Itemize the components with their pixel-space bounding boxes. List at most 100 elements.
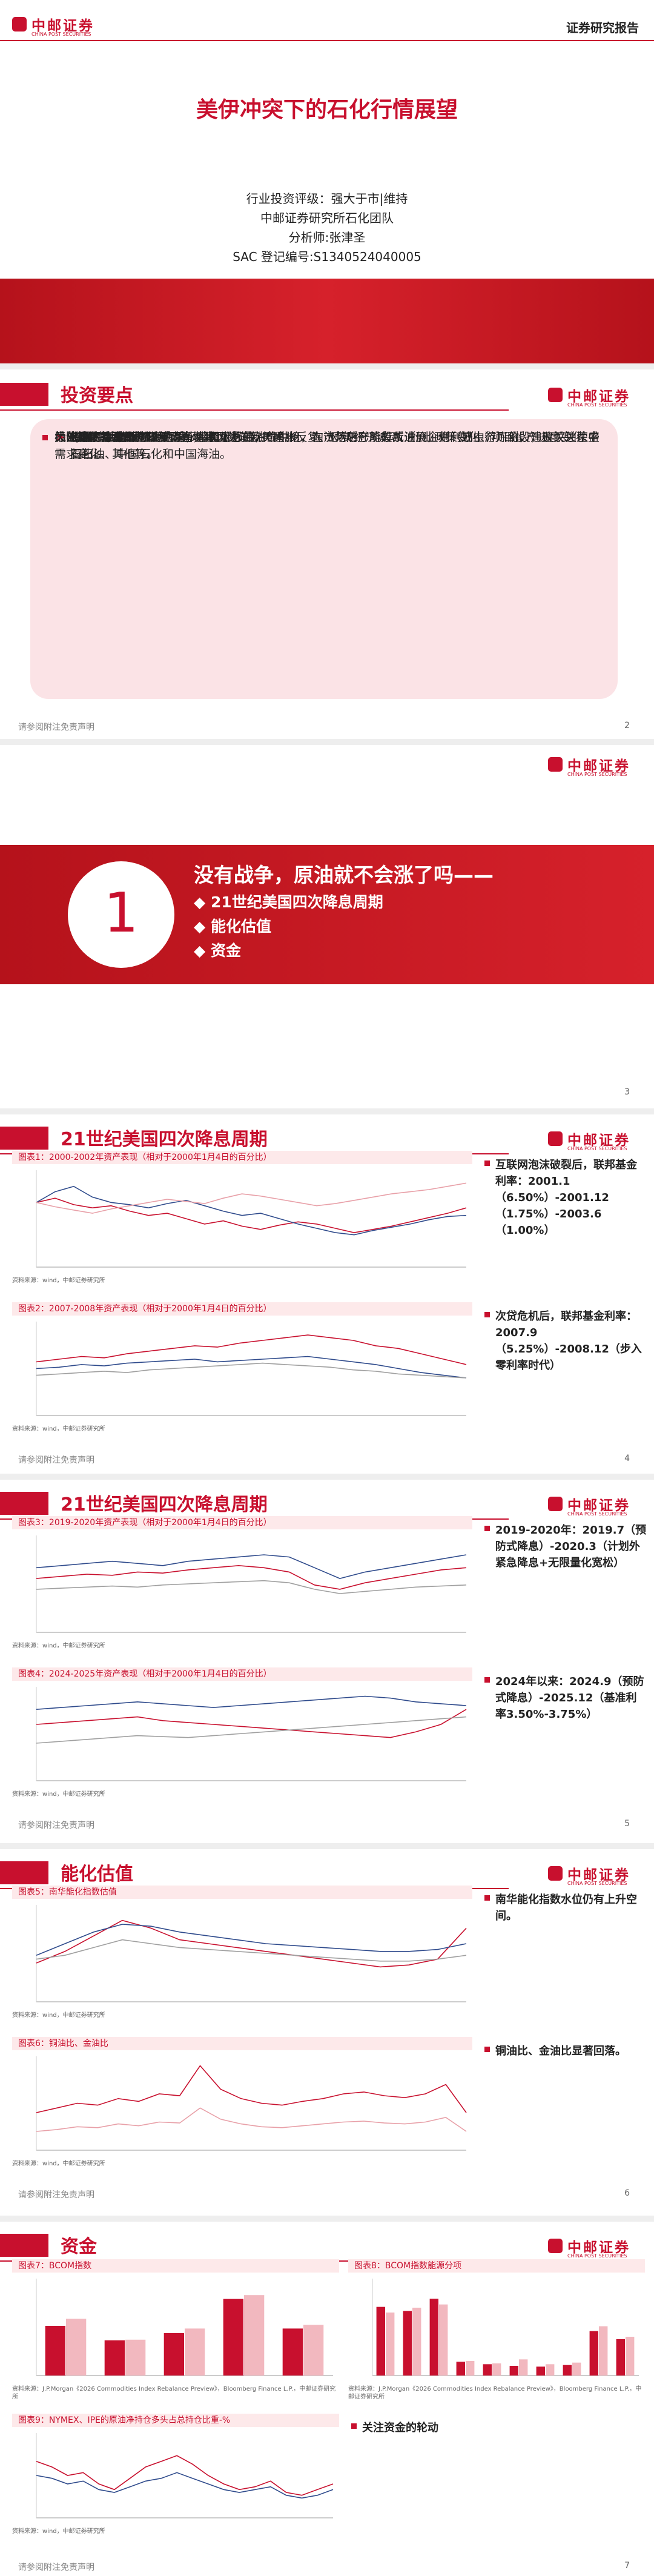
- series-line: [36, 1362, 467, 1379]
- bar: [185, 2328, 205, 2376]
- arrow: ➢: [56, 431, 65, 444]
- series-line: [36, 1185, 467, 1236]
- note-text: 互联网泡沫破裂后，联邦基金利率：2001.1（6.50%）-2001.12（1.…: [495, 1159, 637, 1237]
- title-block: [0, 1492, 48, 1515]
- bar: [125, 2339, 146, 2376]
- cover-band: [0, 279, 654, 363]
- sub-point-text: Q2供需平衡表出现显著改善。: [70, 431, 225, 444]
- page-separator: [0, 1108, 654, 1114]
- chart: [36, 2279, 333, 2376]
- footer-note: 请参阅附注免责声明: [18, 723, 94, 732]
- series-line: [36, 2065, 467, 2113]
- chart-source: 资料来源：wind，中邮证券研究所: [12, 2528, 105, 2535]
- section-bullet-text: 能化估值: [210, 918, 271, 935]
- bar: [412, 2308, 421, 2376]
- cover-line: SAC 登记编号:S1340524040005: [233, 250, 421, 264]
- key-point-text: 关注原油基本面：: [54, 431, 147, 444]
- bar: [546, 2364, 555, 2376]
- bar: [66, 2319, 87, 2376]
- cover-line: 分析师:张津圣: [288, 230, 366, 245]
- series-line: [36, 1919, 467, 1968]
- brand-en: CHINA POST SECURITIES: [567, 1881, 627, 1886]
- section-bullet-text: 21世纪美国四次降息周期: [210, 893, 383, 911]
- slide-title: 资金: [61, 2236, 97, 2257]
- note-bullet: [484, 1677, 490, 1683]
- chart-source: 资料来源：wind，中邮证券研究所: [12, 1791, 105, 1798]
- chart-source: 资料来源：J.P.Morgan《2026 Commodities Index R…: [12, 2386, 336, 2400]
- section-circle: [68, 861, 174, 968]
- sub-point-text: 炼化：油价调整企稳后，若需求好转，优供给、淘汰落后产能有所进展，则利好中游炼化，…: [70, 431, 600, 461]
- bar: [563, 2365, 572, 2376]
- page-separator: [0, 739, 654, 745]
- page-separator: [0, 1474, 654, 1480]
- brand-name: 中邮证券: [567, 389, 630, 405]
- series-line: [36, 1564, 467, 1590]
- brand-name: 中邮证券: [31, 18, 94, 34]
- title-block: [0, 383, 48, 406]
- chart: [36, 2056, 467, 2151]
- chart-title: 图表6：铜油比、金油比: [12, 2037, 472, 2050]
- page-number: 6: [624, 2188, 630, 2198]
- chart: [36, 1905, 467, 2002]
- bar: [429, 2299, 438, 2376]
- chart-title: 图表1：2000-2002年资产表现（相对于2000年1月4日的百分比）: [12, 1151, 472, 1164]
- bar: [403, 2311, 412, 2376]
- bar: [536, 2366, 545, 2376]
- chart-title: 图表2：2007-2008年资产表现（相对于2000年1月4日的百分比）: [12, 1302, 472, 1316]
- key-points-box: 关注周期轮动。 关注原油基本面： ➢ Q2供需平衡表出现显著改善。 大滞胀下的资产表现。…: [30, 419, 618, 699]
- cover-line: 行业投资评级：强大于市|维持: [246, 191, 408, 206]
- header-rule: [0, 40, 654, 41]
- series-line: [36, 2107, 467, 2132]
- chart-source: 资料来源：wind，中邮证券研究所: [12, 1426, 105, 1432]
- brand-name: 中邮证券: [567, 758, 630, 774]
- chart: [36, 1535, 467, 1633]
- logo-mark: [548, 1866, 563, 1881]
- bar: [386, 2313, 395, 2376]
- footer-note: 请参阅附注免责声明: [18, 1821, 94, 1830]
- bar: [282, 2328, 303, 2376]
- key-point-text: 风险提示：油价剧烈波动、地缘风险、欧美通胀反复、欧美经济波动、行业政策变化、项目…: [54, 431, 596, 461]
- page-separator: [0, 1843, 654, 1849]
- bar: [376, 2306, 385, 2376]
- note-text: 南华能化指数水位仍有上升空间。: [495, 1893, 637, 1922]
- series-line: [36, 1695, 467, 1710]
- bar: [303, 2325, 324, 2376]
- note-bullet: [484, 1526, 490, 1531]
- chart: [36, 2433, 334, 2518]
- bar: [466, 2361, 475, 2376]
- chart: [372, 2279, 639, 2376]
- logo-mark: [548, 1497, 563, 1511]
- note-text: 铜油比、金油比显著回落。: [495, 2045, 626, 2058]
- brand-en: CHINA POST SECURITIES: [567, 772, 627, 777]
- section-title: 没有战争，原油就不会涨了吗——: [194, 863, 494, 887]
- series-line: [36, 1716, 467, 1744]
- key-point-text: 标的：: [54, 431, 90, 444]
- bar: [439, 2304, 448, 2376]
- sub-point-text: PTA、聚酯：PTA反内卷，建议关注新凤鸣。: [70, 431, 297, 444]
- series-line: [36, 2472, 334, 2499]
- key-point-text: 大滞胀下的资产表现。: [54, 431, 170, 444]
- bar: [509, 2366, 518, 2376]
- title-block: [0, 1861, 48, 1884]
- page-number: 2: [624, 721, 630, 730]
- page-separator: [0, 2216, 654, 2222]
- logo-mark: [548, 388, 563, 402]
- bar: [223, 2299, 243, 2376]
- brand-en: CHINA POST SECURITIES: [567, 1146, 627, 1151]
- report-type: 证券研究报告: [566, 21, 639, 35]
- chart: [36, 1687, 467, 1781]
- series-line: [36, 2455, 334, 2496]
- sub-point-text: 三桶油：考虑相对估值水平和上移的油价中枢，在市场防守阶段或油价企稳（或上行）阶段…: [70, 431, 600, 461]
- chart-title: 图表3：2019-2020年资产表现（相对于2000年1月4日的百分比）: [12, 1516, 472, 1529]
- bar: [164, 2333, 184, 2376]
- arrow: ➢: [56, 431, 65, 444]
- series-line: [36, 1356, 467, 1379]
- bar: [616, 2339, 625, 2376]
- sub-point-text: PX-PTA-聚酯产业链具备基本面逻辑。: [70, 431, 263, 444]
- section-bullet-text: 资金: [210, 942, 241, 959]
- chart-title: 图表7：BCOM指数: [12, 2259, 339, 2273]
- page-number: 5: [624, 1819, 630, 1829]
- key-point-text: 油化工：: [54, 431, 101, 444]
- slide-title: 投资要点: [61, 385, 133, 406]
- chart-title: 图表8：BCOM指数能源分项: [348, 2259, 645, 2273]
